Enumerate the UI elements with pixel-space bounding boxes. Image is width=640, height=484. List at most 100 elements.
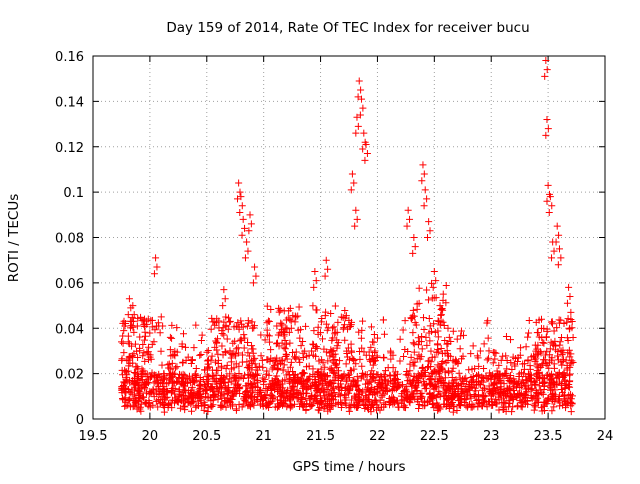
data-point: [133, 322, 141, 330]
data-point: [436, 321, 444, 329]
data-point: [376, 406, 384, 414]
data-point: [158, 392, 166, 400]
data-point: [362, 351, 370, 359]
data-point: [331, 302, 339, 310]
data-point: [249, 279, 257, 287]
data-point: [153, 322, 161, 330]
data-point: [406, 215, 414, 223]
data-point: [161, 401, 169, 409]
data-point: [260, 395, 268, 403]
data-point: [428, 395, 436, 403]
data-point: [192, 321, 200, 329]
data-point: [531, 356, 539, 364]
data-point: [436, 405, 444, 413]
data-point: [550, 403, 558, 411]
data-point: [367, 402, 375, 410]
data-point: [377, 384, 385, 392]
data-point: [381, 375, 389, 383]
data-point: [204, 373, 212, 381]
data-point: [319, 380, 327, 388]
data-point: [347, 340, 355, 348]
data-point: [252, 364, 260, 372]
data-point: [360, 129, 368, 137]
data-point: [294, 379, 302, 387]
data-point: [410, 348, 418, 356]
data-point: [292, 354, 300, 362]
x-axis-label: GPS time / hours: [292, 459, 405, 475]
data-point: [439, 357, 447, 365]
data-point: [299, 384, 307, 392]
data-point: [290, 374, 298, 382]
data-point: [493, 384, 501, 392]
data-point: [313, 369, 321, 377]
data-point: [441, 336, 449, 344]
data-point: [185, 372, 193, 380]
data-point: [263, 356, 271, 364]
data-point: [320, 392, 328, 400]
data-point: [327, 364, 335, 372]
data-point: [559, 346, 567, 354]
data-point: [554, 261, 562, 269]
data-point: [273, 340, 281, 348]
data-point: [144, 343, 152, 351]
data-point: [208, 403, 216, 411]
data-point: [125, 388, 133, 396]
data-point: [380, 399, 388, 407]
data-point: [419, 161, 427, 169]
data-point: [162, 387, 170, 395]
data-point: [221, 295, 229, 303]
data-point: [197, 337, 205, 345]
data-point: [418, 364, 426, 372]
data-point: [562, 381, 570, 389]
data-point: [257, 331, 265, 339]
x-tick-label: 23: [483, 429, 500, 444]
data-point: [482, 374, 490, 382]
data-point: [497, 356, 505, 364]
data-point: [197, 392, 205, 400]
data-point: [125, 362, 133, 370]
data-point: [566, 353, 574, 361]
data-point: [235, 362, 243, 370]
data-point: [436, 373, 444, 381]
data-point: [502, 369, 510, 377]
data-point: [478, 386, 486, 394]
data-point: [331, 330, 339, 338]
data-point: [565, 346, 573, 354]
data-point: [568, 357, 576, 365]
data-point: [557, 254, 565, 262]
data-point: [302, 322, 310, 330]
data-point: [299, 389, 307, 397]
data-point: [355, 77, 363, 85]
data-point: [442, 299, 450, 307]
data-point: [296, 334, 304, 342]
data-point: [357, 334, 365, 342]
data-point: [284, 314, 292, 322]
data-point: [324, 324, 332, 332]
data-point: [181, 371, 189, 379]
data-point: [268, 377, 276, 385]
data-point: [136, 333, 144, 341]
data-point: [329, 351, 337, 359]
data-point: [284, 386, 292, 394]
y-tick-label: 0.04: [55, 322, 84, 337]
data-point: [249, 371, 257, 379]
data-point: [282, 340, 290, 348]
data-point: [124, 311, 132, 319]
data-point: [134, 314, 142, 322]
data-point: [242, 391, 250, 399]
data-point: [197, 350, 205, 358]
data-point: [484, 354, 492, 362]
data-point: [178, 342, 186, 350]
data-point: [355, 397, 363, 405]
data-point: [326, 365, 334, 373]
data-point: [416, 355, 424, 363]
data-point: [320, 370, 328, 378]
data-point: [165, 370, 173, 378]
data-point: [257, 388, 265, 396]
data-point: [121, 366, 129, 374]
data-point: [309, 302, 317, 310]
data-point: [235, 369, 243, 377]
data-point: [457, 327, 465, 335]
data-point: [497, 392, 505, 400]
